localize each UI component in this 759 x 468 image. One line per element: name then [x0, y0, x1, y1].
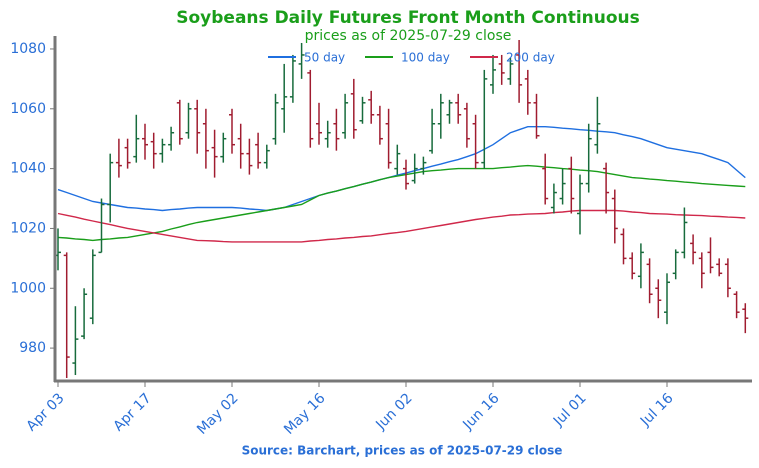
legend-label: 50 day [304, 51, 345, 65]
moving-average-line [57, 209, 746, 243]
y-tick-label: 1000 [10, 280, 46, 296]
x-tick-label: Jul 16 [637, 390, 677, 430]
chart-subtitle: prices as of 2025-07-29 close [305, 28, 512, 44]
moving-average-line [57, 164, 746, 242]
y-tick-label: 1040 [10, 161, 46, 177]
legend-label: 100 day [401, 51, 450, 65]
x-tick-label: Apr 03 [23, 390, 67, 434]
y-tick-label: 1060 [10, 101, 46, 117]
x-tick-label: Apr 17 [110, 390, 154, 434]
legend-label: 200 day [506, 51, 555, 65]
x-tick-label: Jun 16 [459, 390, 502, 433]
y-tick-label: 1020 [10, 220, 46, 236]
source-note: Source: Barchart, prices as of 2025-07-2… [242, 444, 563, 458]
x-tick-label: Jul 01 [550, 390, 590, 430]
y-tick-label: 1080 [10, 41, 46, 57]
moving-average-line [57, 126, 746, 212]
chart-title: Soybeans Daily Futures Front Month Conti… [176, 8, 640, 28]
plot-area [50, 39, 749, 387]
x-tick-label: May 02 [194, 390, 242, 438]
y-tick-label: 980 [19, 340, 46, 356]
x-tick-label: May 16 [281, 390, 329, 438]
x-tick-label: Jun 02 [372, 390, 415, 433]
